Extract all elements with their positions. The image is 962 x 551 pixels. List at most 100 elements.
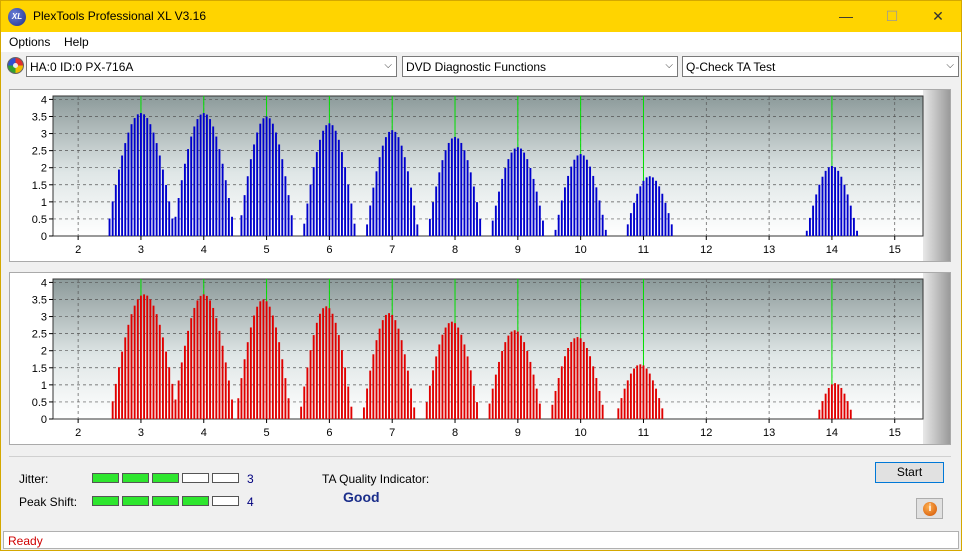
bar — [378, 328, 381, 419]
bar — [837, 384, 840, 419]
bar — [585, 159, 588, 236]
bar — [265, 116, 268, 236]
x-tick-label: 15 — [889, 427, 901, 439]
x-tick-label: 6 — [326, 427, 332, 439]
function-select[interactable]: DVD Diagnostic Functions ⌵ — [402, 56, 678, 77]
bar — [601, 214, 604, 236]
bar — [457, 327, 460, 419]
maximize-button[interactable]: ☐ — [885, 8, 899, 24]
bar — [246, 342, 249, 419]
bar — [130, 314, 133, 419]
bar — [576, 155, 579, 236]
bar — [187, 149, 189, 236]
toolbar: HA:0 ID:0 PX-716A ⌵ DVD Diagnostic Funct… — [1, 53, 961, 79]
bar — [542, 220, 544, 236]
bar — [840, 387, 843, 419]
y-tick-label: 2.5 — [32, 146, 47, 158]
bar — [384, 314, 387, 419]
bar — [661, 408, 664, 419]
close-button[interactable]: ✕ — [932, 8, 944, 24]
bar — [344, 167, 347, 236]
bar — [171, 383, 174, 419]
bar — [196, 300, 199, 419]
bar — [513, 330, 516, 419]
info-button[interactable]: i — [916, 498, 943, 519]
bar — [397, 137, 400, 236]
bar — [118, 367, 120, 419]
y-tick-label: 1 — [41, 380, 47, 392]
bar — [633, 202, 635, 236]
bar — [168, 367, 171, 419]
peak-shift-value: 4 — [247, 495, 254, 509]
bar — [262, 118, 265, 236]
bar — [271, 315, 274, 419]
bar — [466, 160, 469, 236]
bar — [381, 320, 384, 419]
y-tick-label: 0 — [41, 231, 47, 243]
x-tick-label: 13 — [763, 244, 775, 256]
x-tick-label: 11 — [638, 244, 649, 256]
bar — [516, 331, 519, 419]
start-button[interactable]: Start — [875, 462, 944, 483]
drive-select[interactable]: HA:0 ID:0 PX-716A ⌵ — [26, 56, 397, 77]
bar — [410, 187, 412, 236]
bar — [494, 205, 497, 236]
y-tick-label: 1.5 — [32, 363, 47, 375]
bar — [350, 406, 353, 419]
bar — [432, 202, 434, 236]
bar — [617, 408, 620, 419]
bar — [155, 314, 158, 419]
x-tick-label: 8 — [452, 244, 458, 256]
bar — [623, 388, 626, 419]
bar — [325, 306, 328, 419]
menu-options[interactable]: Options — [9, 35, 51, 49]
bar — [815, 194, 818, 236]
y-tick-label: 0 — [41, 414, 47, 426]
bar — [504, 342, 507, 419]
bar — [463, 344, 466, 419]
bar — [849, 205, 852, 236]
x-tick-label: 9 — [515, 427, 521, 439]
y-tick-label: 0.5 — [32, 397, 47, 409]
bar — [281, 159, 284, 236]
bar — [554, 390, 557, 419]
bar — [303, 386, 306, 419]
bar — [249, 159, 252, 236]
x-tick-label: 14 — [826, 427, 838, 439]
bar — [218, 149, 221, 236]
x-tick-label: 14 — [826, 244, 838, 256]
menu-help[interactable]: Help — [64, 35, 89, 49]
bar — [472, 385, 475, 419]
bar — [852, 217, 855, 236]
bar — [394, 320, 397, 419]
y-tick-label: 3 — [41, 312, 47, 324]
bar — [501, 178, 504, 236]
bar — [510, 152, 513, 236]
bar — [557, 378, 560, 419]
bar — [441, 334, 444, 419]
bar — [111, 201, 114, 236]
bar — [140, 113, 142, 236]
bar — [520, 335, 522, 419]
bar — [221, 345, 224, 419]
bar — [366, 388, 369, 419]
bar — [199, 295, 202, 419]
bar — [592, 366, 595, 419]
bar — [501, 350, 504, 419]
bar — [454, 136, 456, 236]
bar — [344, 367, 347, 419]
minimize-button[interactable]: — — [839, 8, 853, 24]
x-tick-label: 2 — [75, 244, 81, 256]
title-bar[interactable]: XL PlexTools Professional XL V3.16 — ☐ ✕ — [1, 1, 961, 32]
test-select[interactable]: Q-Check TA Test ⌵ — [682, 56, 959, 77]
x-tick-label: 3 — [138, 427, 144, 439]
bar — [570, 166, 573, 236]
bar — [639, 186, 642, 236]
bar — [309, 184, 312, 236]
chevron-down-icon: ⌵ — [946, 60, 954, 71]
bar — [658, 186, 661, 236]
bar — [441, 160, 444, 236]
bar — [315, 152, 318, 236]
y-tick-label: 1 — [41, 197, 47, 209]
